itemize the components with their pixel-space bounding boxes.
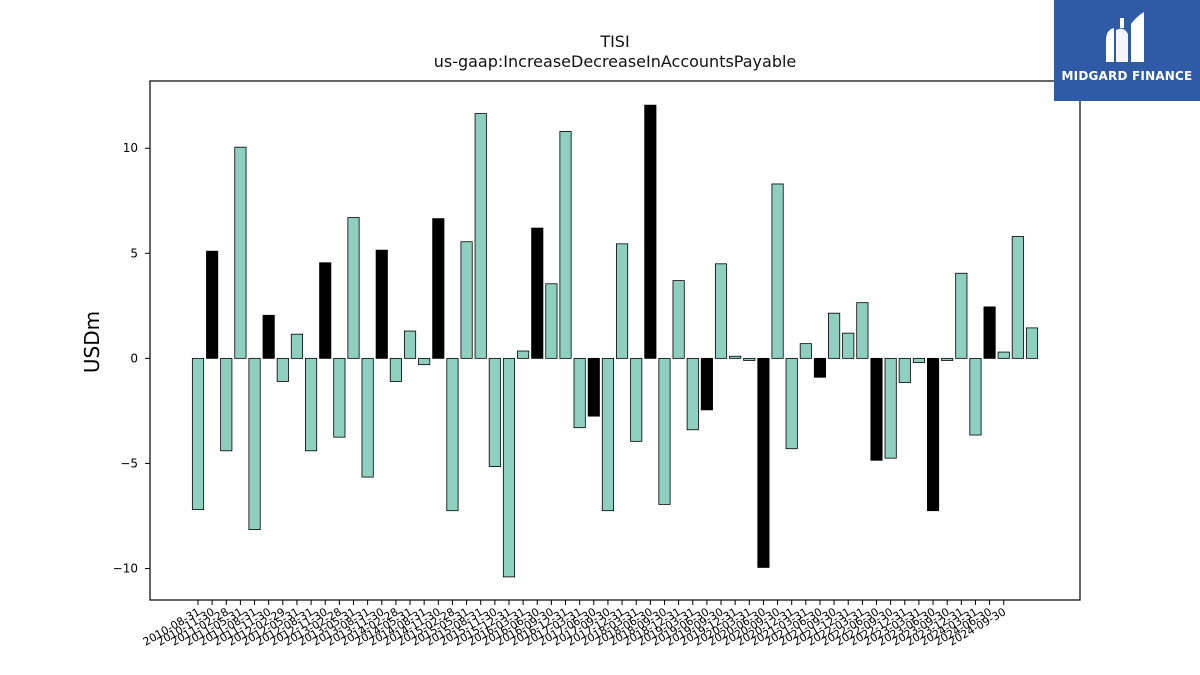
bar-2013-11-30 xyxy=(375,249,388,359)
y-tick-label: 5 xyxy=(130,246,138,260)
bar-2021-06-30 xyxy=(813,357,827,378)
bar-2021-03-31 xyxy=(799,343,812,359)
bar-2020-12-31 xyxy=(785,357,798,450)
bar-2022-09-30 xyxy=(884,357,897,459)
bar-2021-12-31 xyxy=(842,332,855,359)
bar-2018-12-31 xyxy=(672,280,685,359)
x-axis: 2010-08-312010-11-302011-02-282011-05-31… xyxy=(141,600,1008,649)
bar-2024-06-30 xyxy=(983,306,996,359)
bar-2010-08-31 xyxy=(191,357,205,511)
bar-2023-09-30 xyxy=(941,357,954,361)
bar-2012-08-31 xyxy=(305,357,318,452)
bar-2015-11-30 xyxy=(488,357,501,467)
chart-title: TISI xyxy=(600,32,630,51)
bar-2018-06-30 xyxy=(644,104,657,359)
y-axis: −10 −5 0 5 10 xyxy=(113,141,150,575)
bar-2014-05-31 xyxy=(403,330,417,359)
bars-group xyxy=(191,104,1039,578)
y-tick-label: −10 xyxy=(113,561,138,575)
bar-2022-12-31 xyxy=(898,357,911,383)
bar-2011-02-28 xyxy=(220,357,233,452)
bar-2024-09-30 xyxy=(997,351,1010,359)
bar-2018-09-30 xyxy=(658,357,671,505)
bar-2022-06-30 xyxy=(870,357,883,461)
bar-2019-06-30 xyxy=(700,357,713,411)
bar-2019-03-31 xyxy=(686,357,699,431)
logo-text: MIDGARD FINANCE xyxy=(1061,69,1193,83)
bar-undefined xyxy=(1011,236,1024,359)
bar-2012-05-31 xyxy=(290,333,304,359)
bar-2024-03-31 xyxy=(969,357,982,436)
bar-2015-05-31 xyxy=(460,241,473,359)
bar-2017-06-30 xyxy=(587,357,600,417)
bar-2013-02-28 xyxy=(333,357,346,438)
bar-2011-08-31 xyxy=(248,357,261,531)
bar-2010-11-30 xyxy=(206,250,219,359)
bar-2019-12-31 xyxy=(729,355,742,359)
bar-2018-03-31 xyxy=(630,357,643,442)
bar-2019-09-30 xyxy=(714,263,728,359)
bar-2023-06-30 xyxy=(927,357,940,512)
plot-frame xyxy=(149,80,1081,601)
midgard-logo-icon xyxy=(1106,12,1144,63)
midgard-finance-logo: MIDGARD FINANCE xyxy=(1054,0,1200,101)
bar-2020-06-30 xyxy=(757,357,770,568)
bar-2021-09-30 xyxy=(828,312,841,359)
bar-2015-02-28 xyxy=(446,357,459,512)
bar-2015-08-31 xyxy=(474,113,487,359)
y-axis-label: USDm xyxy=(80,311,104,373)
bar-2016-06-30 xyxy=(531,227,544,359)
bar-2016-03-31 xyxy=(517,350,530,359)
bar-2015-12-31 xyxy=(502,357,516,578)
bar-2014-02-28 xyxy=(389,357,402,382)
bar-2020-09-30 xyxy=(771,183,784,359)
bar-2017-12-31 xyxy=(616,243,629,359)
y-tick-label: −5 xyxy=(120,456,138,470)
bar-2012-11-30 xyxy=(319,262,332,359)
bar-2023-03-31 xyxy=(912,357,925,363)
bar-2020-03-31 xyxy=(743,357,756,361)
bar-2017-09-30 xyxy=(601,357,614,512)
bar-2022-03-31 xyxy=(856,302,869,359)
bar-2016-09-30 xyxy=(545,283,558,359)
bar-2011-11-30 xyxy=(262,314,275,359)
bar-2012-02-29 xyxy=(276,357,289,382)
bar-2016-12-31 xyxy=(559,131,572,359)
bar-2011-05-31 xyxy=(234,146,247,359)
bar-2023-12-31 xyxy=(955,272,968,359)
bar-2013-08-31 xyxy=(361,357,374,478)
bar-2013-05-31 xyxy=(347,217,360,359)
y-tick-label: 0 xyxy=(130,351,138,365)
bar-2014-08-31 xyxy=(418,357,431,366)
y-tick-label: 10 xyxy=(123,141,138,155)
chart-subtitle: us-gaap:IncreaseDecreaseInAccountsPayabl… xyxy=(433,52,797,71)
bar-2014-11-30 xyxy=(432,218,445,359)
bar-2017-03-31 xyxy=(573,357,586,429)
bar-undefined xyxy=(1025,327,1039,359)
